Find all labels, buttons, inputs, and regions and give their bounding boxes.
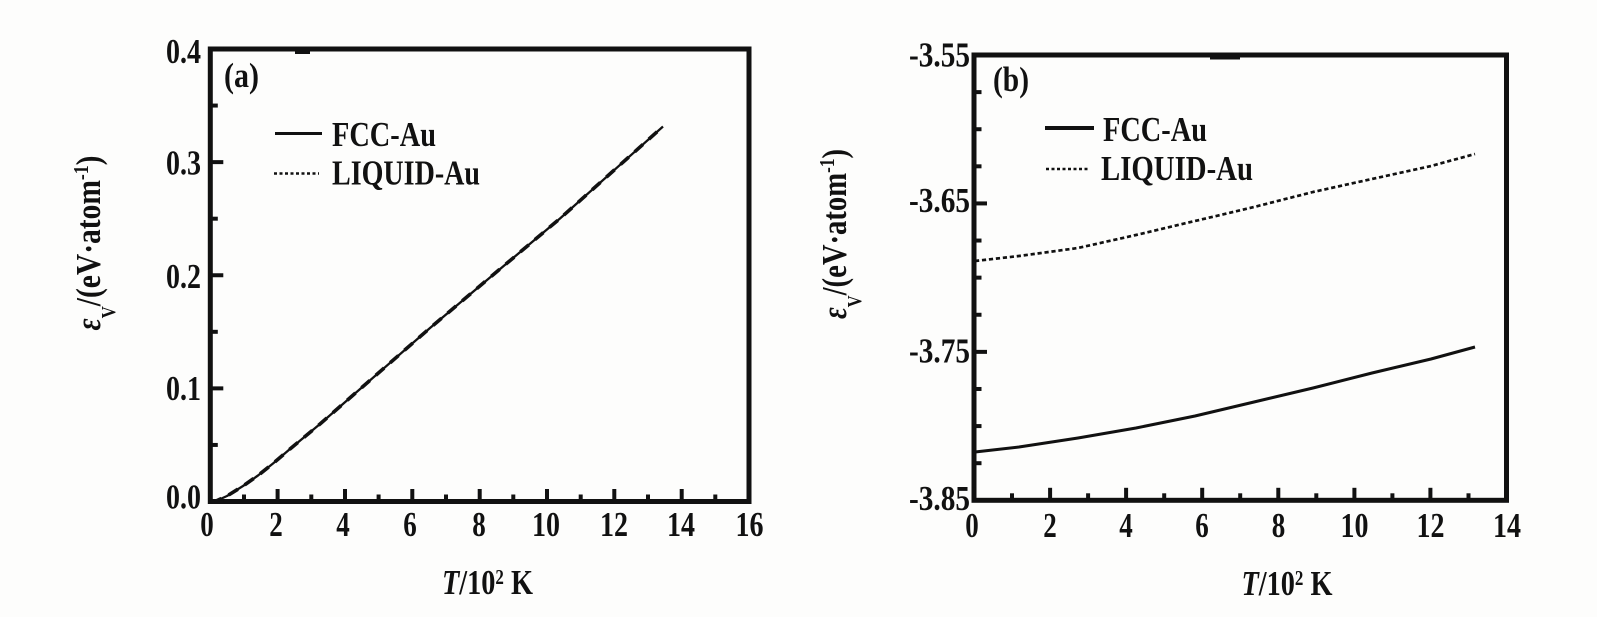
svg-text:0.1: 0.1 xyxy=(166,369,201,408)
svg-text:10: 10 xyxy=(532,505,560,544)
svg-text:(a): (a) xyxy=(224,56,259,95)
svg-text:6: 6 xyxy=(1195,506,1209,545)
svg-text:-3.65: -3.65 xyxy=(909,181,970,220)
svg-text:LIQUID-Au: LIQUID-Au xyxy=(1101,149,1253,188)
svg-text:6: 6 xyxy=(403,505,417,544)
svg-text:0: 0 xyxy=(965,506,979,545)
svg-text:-3.85: -3.85 xyxy=(909,479,970,518)
svg-text:8: 8 xyxy=(472,505,486,544)
svg-text:2: 2 xyxy=(1043,506,1057,545)
svg-text:2: 2 xyxy=(269,505,283,544)
svg-text:4: 4 xyxy=(336,505,350,544)
svg-text:10: 10 xyxy=(1341,506,1369,545)
svg-text:4: 4 xyxy=(1119,506,1133,545)
svg-text:0.3: 0.3 xyxy=(166,144,201,183)
svg-text:T/102 K: T/102 K xyxy=(1242,564,1333,603)
svg-text:εV/(eV·atom-1): εV/(eV·atom-1) xyxy=(69,156,120,331)
svg-text:LIQUID-Au: LIQUID-Au xyxy=(332,154,480,193)
svg-text:εV/(eV·atom-1): εV/(eV·atom-1) xyxy=(815,149,866,319)
svg-text:T/102 K: T/102 K xyxy=(442,563,533,602)
svg-text:0.4: 0.4 xyxy=(166,32,201,71)
svg-text:-3.55: -3.55 xyxy=(909,36,970,75)
svg-text:14: 14 xyxy=(1493,506,1521,545)
svg-text:0.0: 0.0 xyxy=(166,478,201,517)
svg-text:FCC-Au: FCC-Au xyxy=(332,115,436,154)
svg-text:0: 0 xyxy=(200,505,214,544)
svg-text:-3.75: -3.75 xyxy=(909,332,970,371)
svg-text:FCC-Au: FCC-Au xyxy=(1103,110,1207,149)
svg-text:8: 8 xyxy=(1272,506,1286,545)
svg-text:14: 14 xyxy=(667,505,695,544)
svg-text:16: 16 xyxy=(736,505,764,544)
svg-text:12: 12 xyxy=(600,505,628,544)
svg-text:(b): (b) xyxy=(993,60,1029,99)
svg-text:12: 12 xyxy=(1417,506,1445,545)
svg-text:0.2: 0.2 xyxy=(166,257,201,296)
